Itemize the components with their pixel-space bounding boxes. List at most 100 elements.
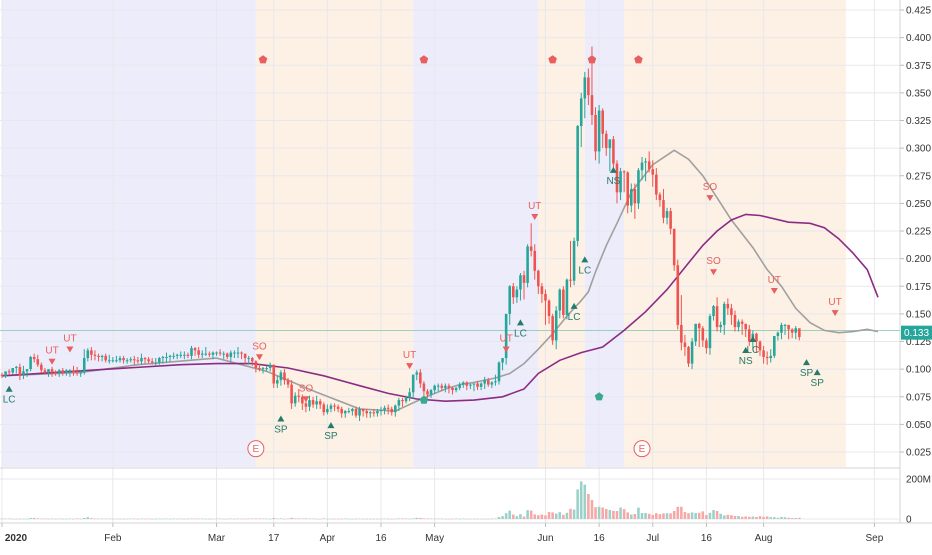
candle-body [794, 328, 798, 333]
volume-bar [694, 513, 697, 519]
candle [329, 403, 333, 413]
signal-label: UT [528, 201, 541, 212]
volume-bar [225, 518, 229, 520]
candle [769, 349, 773, 363]
candle [672, 228, 676, 271]
candle-body [572, 240, 576, 281]
candle-body [25, 369, 29, 372]
candle-body [798, 328, 801, 338]
candle-body [665, 211, 669, 218]
volume-bar [458, 518, 461, 520]
signal-up-triangle [609, 166, 617, 173]
candle [179, 351, 183, 359]
volume-bar [247, 518, 250, 520]
candles [0, 46, 801, 422]
candle-body [590, 95, 594, 115]
candle-body [647, 161, 651, 170]
candle [411, 374, 415, 399]
candle [612, 135, 615, 171]
signal-label: LC [3, 395, 16, 406]
candle [97, 353, 100, 362]
candle-body [676, 265, 680, 325]
candle-body [336, 406, 340, 409]
time-tick-label: Aug [755, 533, 773, 544]
volume-bar [276, 518, 279, 520]
candle [697, 322, 701, 348]
candle [172, 352, 175, 360]
volume-bar [461, 518, 465, 520]
volume-bar [333, 518, 336, 520]
candle-body [533, 250, 537, 271]
price-tick-label: 0.375 [906, 61, 931, 72]
volume-bar [15, 518, 18, 520]
volume-bar [379, 518, 383, 520]
candle [447, 383, 451, 394]
candle-body [486, 380, 490, 385]
volume-bar [558, 512, 562, 519]
candle-body [451, 387, 454, 391]
time-tick-label: 16 [375, 533, 387, 544]
volume-bar [361, 518, 365, 520]
candle-body [619, 171, 622, 193]
volume-bar [733, 516, 737, 519]
volume-bar [372, 518, 376, 520]
volume-bar [93, 518, 97, 520]
candle-body [540, 286, 544, 294]
candle-body [394, 405, 397, 413]
candle-body [444, 385, 447, 388]
candle [315, 395, 318, 409]
signal-so: SO [252, 341, 267, 361]
volume-bar [204, 518, 208, 520]
candle [15, 365, 18, 374]
candle-body [740, 321, 744, 324]
candle-body [333, 405, 336, 407]
volume-bar [569, 508, 572, 519]
volume-bar [107, 518, 111, 520]
event-circle [247, 440, 265, 458]
candle-body [218, 352, 222, 354]
candle-body [243, 353, 247, 359]
candle-body [762, 350, 765, 357]
volume-pane [0, 481, 801, 520]
candle-body [211, 352, 215, 355]
volume-bar [11, 518, 15, 520]
candle-body [104, 355, 107, 361]
volume-bar [65, 518, 68, 520]
candle [451, 386, 454, 395]
signal-so: SO [706, 256, 721, 276]
candle-body [68, 370, 72, 372]
time-tick-label: Mar [208, 533, 226, 544]
background-zones [2, 0, 846, 467]
candle-body [747, 329, 751, 342]
candle-body [365, 411, 368, 414]
candle-body [515, 289, 519, 298]
candle [640, 156, 644, 181]
volume-bar [200, 518, 204, 520]
candle [268, 362, 272, 372]
volume-bar [297, 518, 301, 519]
signal-ut: UT [499, 334, 513, 353]
candle-body [193, 348, 197, 351]
candle-body [136, 360, 140, 362]
volume-bar [579, 481, 583, 519]
candle-body [200, 353, 204, 355]
candle-body [383, 407, 386, 411]
volume-bar [508, 510, 512, 519]
candle [472, 383, 476, 392]
volume-bar [283, 518, 286, 520]
volume-bar [97, 518, 100, 520]
candle [519, 272, 522, 301]
candle-body [494, 381, 497, 383]
volume-bar [794, 518, 798, 519]
candle-body [47, 369, 50, 373]
candle-body [411, 374, 415, 393]
candle-body [501, 358, 504, 363]
candle-body [608, 139, 612, 149]
pentagon-marker [419, 55, 429, 64]
price-axis-bg [900, 0, 932, 550]
candle-body [626, 172, 630, 206]
candle-body [429, 390, 433, 395]
candle [200, 350, 204, 359]
candle [175, 353, 179, 360]
